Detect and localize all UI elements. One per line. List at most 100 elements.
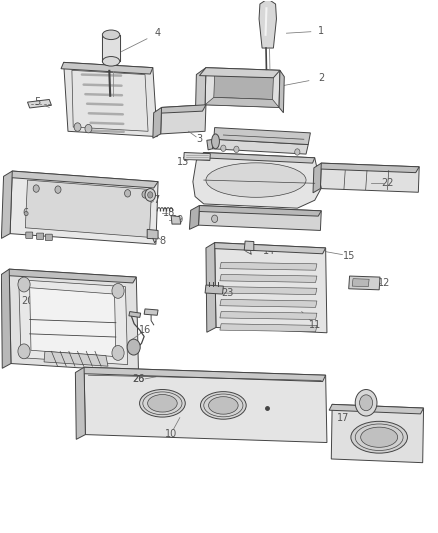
Circle shape — [148, 192, 153, 198]
Text: 18: 18 — [163, 208, 175, 219]
Polygon shape — [279, 70, 284, 113]
Ellipse shape — [102, 56, 120, 66]
Text: 13: 13 — [177, 157, 190, 167]
Polygon shape — [8, 171, 158, 188]
Ellipse shape — [102, 30, 120, 39]
Polygon shape — [220, 300, 317, 308]
Text: 26: 26 — [132, 374, 145, 384]
Text: 11: 11 — [309, 320, 321, 330]
Polygon shape — [202, 152, 315, 163]
Text: 19: 19 — [172, 215, 184, 225]
Circle shape — [360, 395, 373, 411]
Circle shape — [355, 390, 377, 416]
Polygon shape — [349, 276, 380, 290]
Ellipse shape — [351, 421, 407, 453]
Polygon shape — [220, 287, 317, 295]
Circle shape — [112, 284, 124, 298]
Polygon shape — [147, 229, 158, 239]
Ellipse shape — [148, 394, 177, 412]
Polygon shape — [214, 127, 311, 144]
Polygon shape — [161, 105, 206, 134]
Polygon shape — [313, 163, 321, 193]
Polygon shape — [244, 241, 254, 251]
Polygon shape — [318, 163, 419, 173]
Circle shape — [212, 215, 218, 222]
Ellipse shape — [212, 134, 219, 149]
Circle shape — [85, 124, 92, 133]
Text: 23: 23 — [222, 288, 234, 298]
Polygon shape — [212, 139, 308, 154]
Text: 7: 7 — [153, 195, 159, 205]
Polygon shape — [329, 405, 424, 414]
Text: 21: 21 — [367, 430, 380, 440]
Circle shape — [145, 189, 155, 201]
Text: 20: 20 — [21, 296, 34, 306]
Text: 10: 10 — [165, 429, 177, 439]
Polygon shape — [220, 312, 317, 319]
Polygon shape — [25, 180, 152, 237]
Polygon shape — [212, 243, 325, 254]
Text: 8: 8 — [159, 236, 166, 246]
FancyBboxPatch shape — [37, 233, 44, 239]
Text: 22: 22 — [381, 177, 394, 188]
Text: 15: 15 — [343, 251, 356, 261]
Circle shape — [295, 149, 300, 155]
Polygon shape — [75, 367, 85, 439]
Text: 6: 6 — [22, 208, 28, 219]
Polygon shape — [171, 216, 181, 224]
Circle shape — [18, 344, 30, 359]
Text: 12: 12 — [378, 278, 391, 288]
Polygon shape — [189, 206, 199, 229]
Circle shape — [18, 277, 30, 292]
Polygon shape — [220, 274, 317, 282]
Ellipse shape — [206, 163, 306, 197]
Polygon shape — [64, 62, 157, 136]
Polygon shape — [61, 62, 153, 74]
Ellipse shape — [208, 397, 238, 414]
Text: 14: 14 — [263, 246, 275, 256]
Polygon shape — [195, 68, 206, 111]
Text: 17: 17 — [337, 413, 349, 423]
Polygon shape — [220, 262, 317, 270]
Polygon shape — [1, 269, 11, 368]
Polygon shape — [30, 288, 116, 357]
Polygon shape — [129, 312, 141, 317]
Polygon shape — [81, 367, 325, 382]
Polygon shape — [28, 100, 51, 108]
Polygon shape — [352, 279, 369, 287]
Polygon shape — [184, 152, 210, 160]
Circle shape — [33, 185, 39, 192]
Circle shape — [55, 186, 61, 193]
Polygon shape — [321, 163, 419, 192]
Polygon shape — [102, 35, 120, 61]
Circle shape — [127, 339, 140, 355]
Text: 9: 9 — [277, 132, 283, 142]
Circle shape — [221, 145, 226, 151]
Polygon shape — [207, 139, 214, 150]
Polygon shape — [10, 171, 158, 244]
Polygon shape — [214, 76, 273, 100]
Polygon shape — [84, 367, 327, 442]
Polygon shape — [205, 68, 280, 108]
Polygon shape — [199, 68, 280, 78]
Polygon shape — [205, 285, 223, 294]
Text: 26: 26 — [132, 374, 145, 384]
Text: 3: 3 — [196, 134, 202, 144]
Circle shape — [234, 146, 239, 152]
Polygon shape — [9, 269, 138, 372]
Polygon shape — [44, 351, 108, 366]
Ellipse shape — [140, 390, 185, 417]
Text: 5: 5 — [34, 97, 40, 107]
FancyBboxPatch shape — [46, 234, 52, 240]
Text: 2: 2 — [318, 73, 325, 83]
Polygon shape — [259, 0, 276, 48]
FancyBboxPatch shape — [26, 232, 33, 238]
Polygon shape — [144, 309, 158, 316]
Polygon shape — [158, 105, 206, 114]
Polygon shape — [331, 405, 424, 463]
Polygon shape — [153, 108, 162, 138]
Polygon shape — [206, 243, 216, 332]
Text: 1: 1 — [318, 26, 325, 36]
Polygon shape — [193, 152, 321, 208]
Circle shape — [142, 191, 148, 198]
